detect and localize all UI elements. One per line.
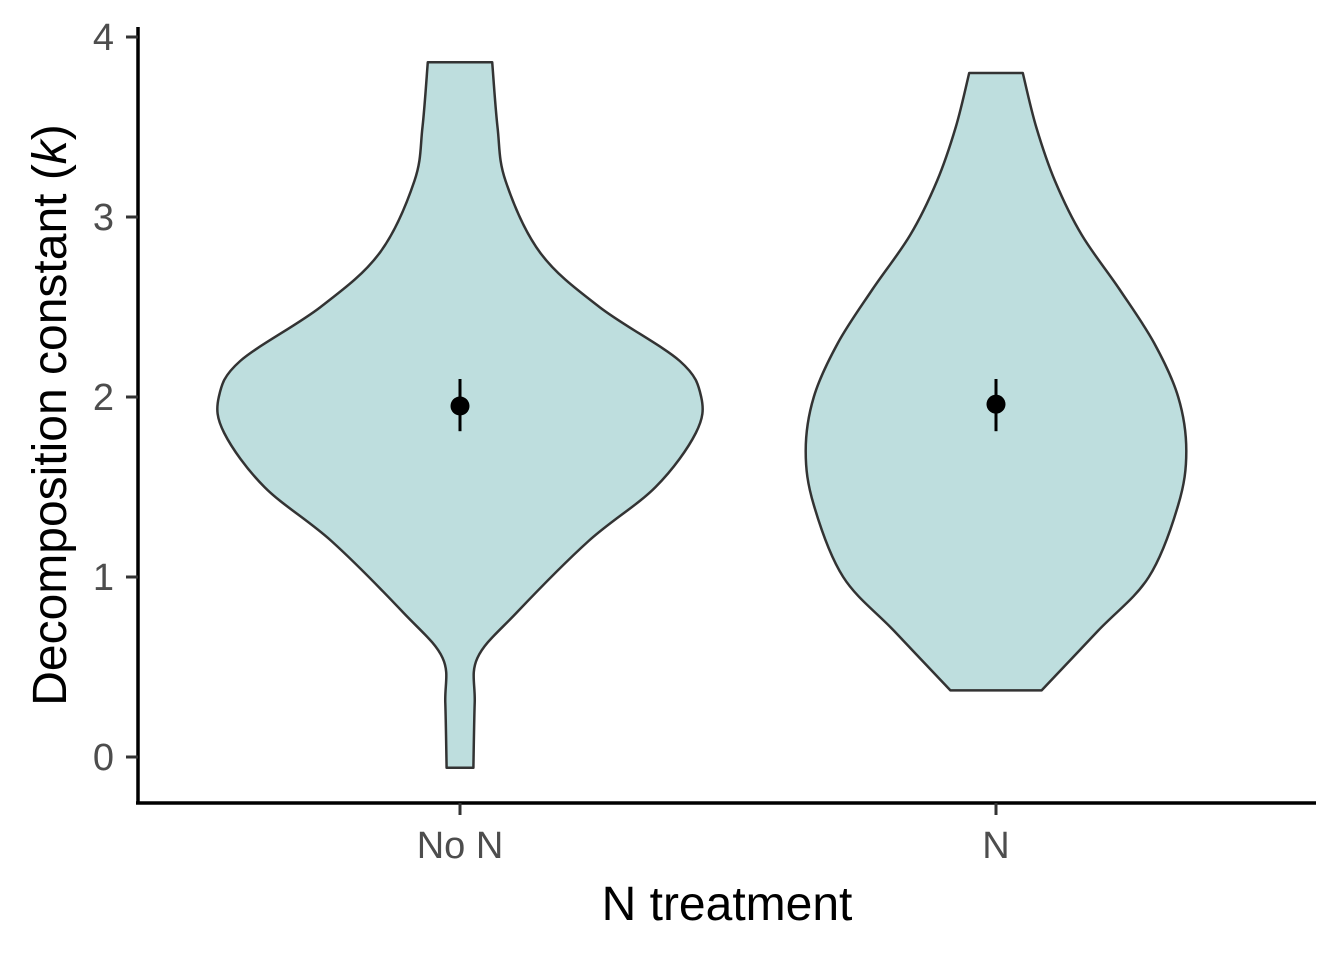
y-axis-title-variable: k (24, 137, 77, 164)
y-axis-title: Decomposition constant (k) (24, 124, 77, 706)
y-axis-title-suffix: ) (24, 124, 77, 140)
y-tick-label: 2 (93, 377, 114, 419)
x-axis-title: N treatment (602, 878, 853, 931)
y-tick-label: 0 (93, 737, 114, 779)
x-ticks-layer: No N N (417, 803, 1010, 867)
y-ticks-layer: 0 1 2 3 4 (93, 17, 138, 779)
y-tick-label: 4 (93, 17, 114, 59)
violins-layer (216, 60, 1188, 770)
mean-point (986, 394, 1006, 414)
y-axis-title-prefix: Decomposition constant ( (24, 164, 77, 706)
x-tick-label: N (982, 825, 1009, 867)
points-layer (450, 394, 1006, 416)
mean-point (450, 396, 470, 416)
x-tick-label: No N (417, 825, 504, 867)
y-tick-label: 1 (93, 557, 114, 599)
y-tick-label: 3 (93, 197, 114, 239)
